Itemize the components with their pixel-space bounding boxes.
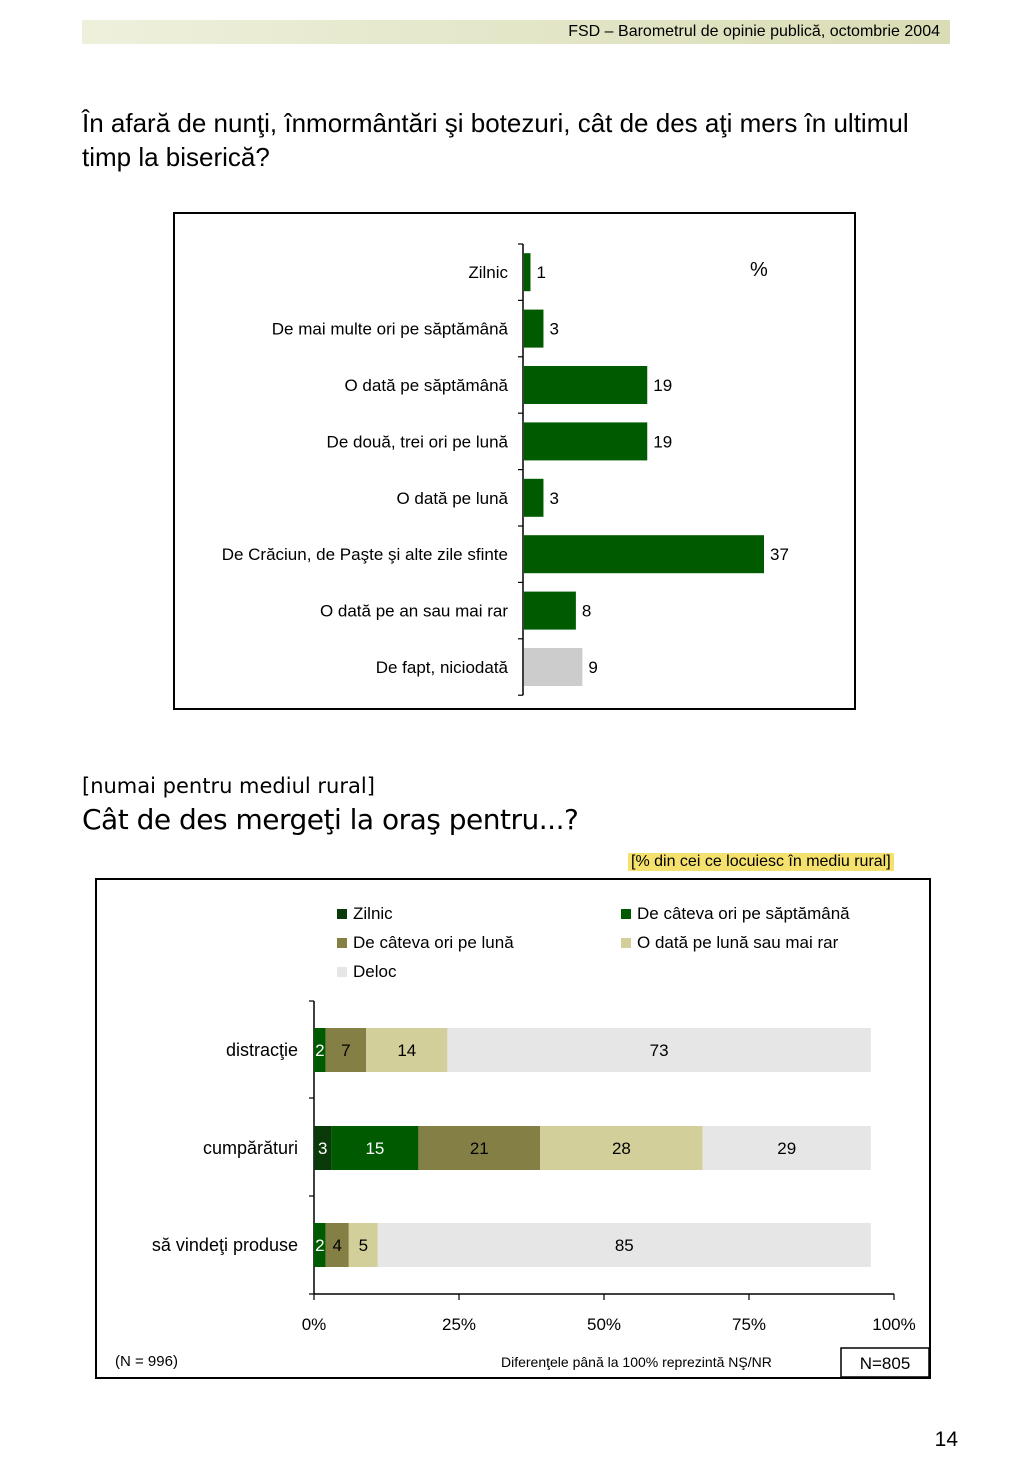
category-label: De mai multe ori pe săptămână [272, 320, 509, 339]
x-tick-label: 75% [732, 1315, 766, 1334]
value-label: 19 [653, 432, 672, 451]
segment-value-label: 21 [470, 1139, 489, 1158]
segment-5 [447, 1028, 871, 1072]
legend-swatch [337, 938, 347, 948]
legend-swatch [337, 967, 347, 977]
question-2-context: [numai pentru mediul rural] [82, 774, 375, 798]
x-tick-label: 50% [587, 1315, 621, 1334]
value-label: 37 [770, 545, 789, 564]
n-count-box [840, 1347, 929, 1377]
category-label: cumpărături [203, 1138, 298, 1158]
chart-2-frame: Zilnic De câteva ori pe săptămână De câtev… [95, 878, 931, 1379]
category-label: De două, trei ori pe lună [327, 432, 509, 451]
bar-7 [524, 591, 576, 630]
question-2: Cât de des mergeţi la oraş pentru...? [82, 803, 579, 836]
footnote-left: (N = 996) [115, 1353, 178, 1370]
legend-label: Zilnic [353, 904, 393, 923]
segment-value-label: 4 [332, 1236, 341, 1255]
legend-label: De câteva ori pe săptămână [637, 904, 850, 923]
x-tick-label: 0% [302, 1315, 327, 1334]
segment-3 [325, 1028, 367, 1072]
segment-value-label: 73 [650, 1041, 669, 1060]
bar-4 [524, 422, 648, 461]
bar-3 [524, 366, 648, 404]
segment-2 [314, 1223, 326, 1267]
bar-5 [524, 478, 544, 517]
segment-value-label: 28 [612, 1139, 631, 1158]
value-label: 19 [653, 376, 672, 395]
bar-1 [524, 253, 531, 292]
segment-5 [377, 1223, 871, 1267]
segment-3 [418, 1126, 541, 1170]
segment-3 [325, 1223, 349, 1267]
chart-2: Zilnic De câteva ori pe săptămână De câtev… [115, 904, 929, 1377]
bar-8 [524, 648, 583, 686]
legend-label: De câteva ori pe lună [353, 933, 514, 952]
bar-2 [524, 309, 544, 348]
chart-1: Zilnic 1 De mai multe ori pe săptămână 3 O d… [222, 243, 789, 696]
legend-label: O dată pe lună sau mai rar [637, 933, 839, 952]
category-label: O dată pe lună [396, 489, 508, 508]
segment-1 [314, 1126, 332, 1170]
category-label: De fapt, niciodată [376, 658, 509, 677]
segment-5 [702, 1126, 871, 1170]
segment-value-label: 29 [777, 1139, 796, 1158]
legend-swatch [337, 909, 347, 919]
segment-value-label: 7 [341, 1041, 350, 1060]
segment-value-label: 15 [365, 1139, 384, 1158]
rural-note: [% din cei ce locuiesc în mediu rural] [628, 853, 894, 871]
legend-label: Deloc [353, 962, 397, 981]
bar-6 [524, 535, 764, 574]
footnote-center: Diferenţele până la 100% reprezintă NŞ/N… [501, 1354, 772, 1370]
category-label: O dată pe săptămână [344, 376, 508, 395]
legend-swatch [621, 938, 631, 948]
n-count-label: N=805 [860, 1354, 911, 1373]
value-label: 8 [582, 602, 591, 621]
page-number: 14 [934, 1428, 958, 1451]
category-label: De Crăciun, de Paşte şi alte zile sfinte [222, 545, 508, 564]
segment-4 [348, 1223, 378, 1267]
category-label: O dată pe an sau mai rar [320, 602, 508, 621]
value-label: 3 [549, 489, 558, 508]
segment-value-label: 2 [315, 1041, 324, 1060]
segment-2 [314, 1028, 326, 1072]
header-bar: FSD – Barometrul de opinie publică, octo… [82, 20, 950, 44]
category-label: să vindeţi produse [152, 1235, 298, 1255]
x-tick-label: 100% [872, 1315, 915, 1334]
value-label: 1 [536, 263, 545, 282]
chart-1-frame: Zilnic 1 De mai multe ori pe săptămână 3 O d… [173, 212, 856, 710]
segment-value-label: 3 [318, 1139, 327, 1158]
segment-value-label: 2 [315, 1236, 324, 1255]
segment-value-label: 5 [359, 1236, 368, 1255]
question-1: În afară de nunţi, înmormântări şi botez… [82, 108, 909, 172]
value-label: 9 [588, 658, 597, 677]
segment-2 [331, 1126, 419, 1170]
segment-4 [366, 1028, 448, 1072]
unit-label: % [750, 259, 768, 281]
category-label: Zilnic [468, 263, 508, 282]
x-tick-label: 25% [442, 1315, 476, 1334]
value-label: 3 [549, 320, 558, 339]
segment-value-label: 14 [397, 1041, 416, 1060]
header-title: FSD – Barometrul de opinie publică, octo… [568, 23, 940, 40]
category-label: distracţie [226, 1040, 298, 1060]
segment-value-label: 85 [615, 1236, 634, 1255]
legend-swatch [621, 909, 631, 919]
segment-4 [540, 1126, 703, 1170]
